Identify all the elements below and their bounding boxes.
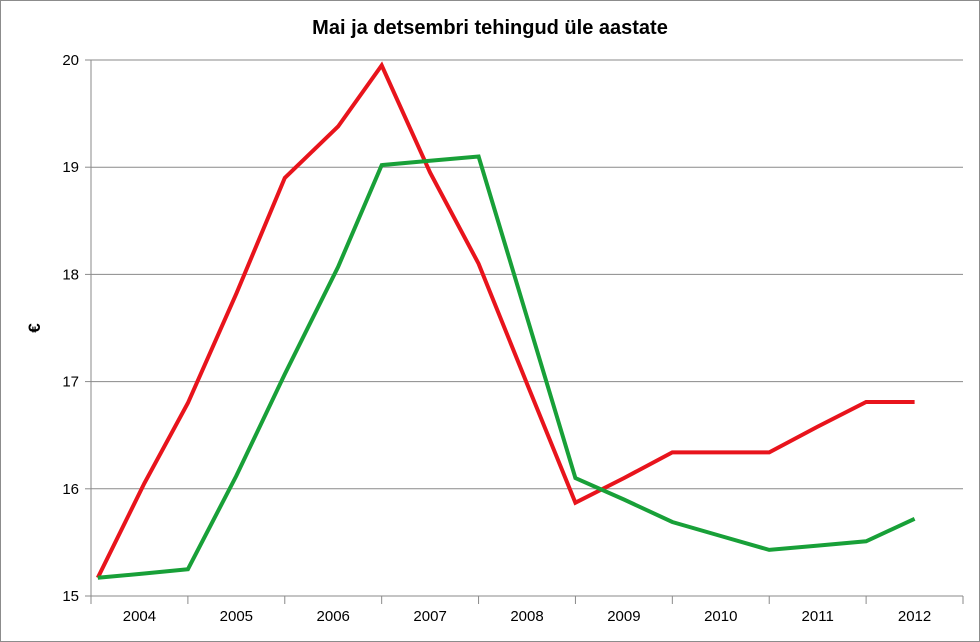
tick-labels: 15 16 17 18 19 20 2004 2005 2006 2007 2008 2009 2010…: [62, 52, 931, 625]
chart-title: Mai ja detsembri tehingud üle aastate: [312, 17, 668, 39]
x-tick-label-2009: 2009: [607, 608, 640, 625]
y-tick-label-19: 19: [62, 159, 79, 176]
x-tick-label-2012: 2012: [898, 608, 931, 625]
x-tick-label-2007: 2007: [413, 608, 446, 625]
x-tick-label-2006: 2006: [317, 608, 350, 625]
x-tick-label-2011: 2011: [802, 608, 834, 625]
x-tick-label-2008: 2008: [510, 608, 543, 625]
x-tick-label-2004: 2004: [123, 608, 156, 625]
axes: [85, 59, 964, 604]
series-line-red: [96, 61, 915, 579]
y-tick-label-17: 17: [62, 374, 79, 391]
series-lines: [96, 61, 916, 580]
series-line-green: [97, 154, 916, 580]
gridlines: [91, 59, 963, 490]
y-tick-label-15: 15: [62, 588, 79, 605]
x-tick-label-2005: 2005: [220, 608, 253, 625]
x-tick-label-2010: 2010: [704, 608, 737, 625]
y-tick-label-16: 16: [62, 481, 79, 498]
y-axis-label: €: [25, 323, 44, 333]
y-tick-label-20: 20: [62, 52, 79, 69]
y-tick-label-18: 18: [62, 266, 79, 283]
